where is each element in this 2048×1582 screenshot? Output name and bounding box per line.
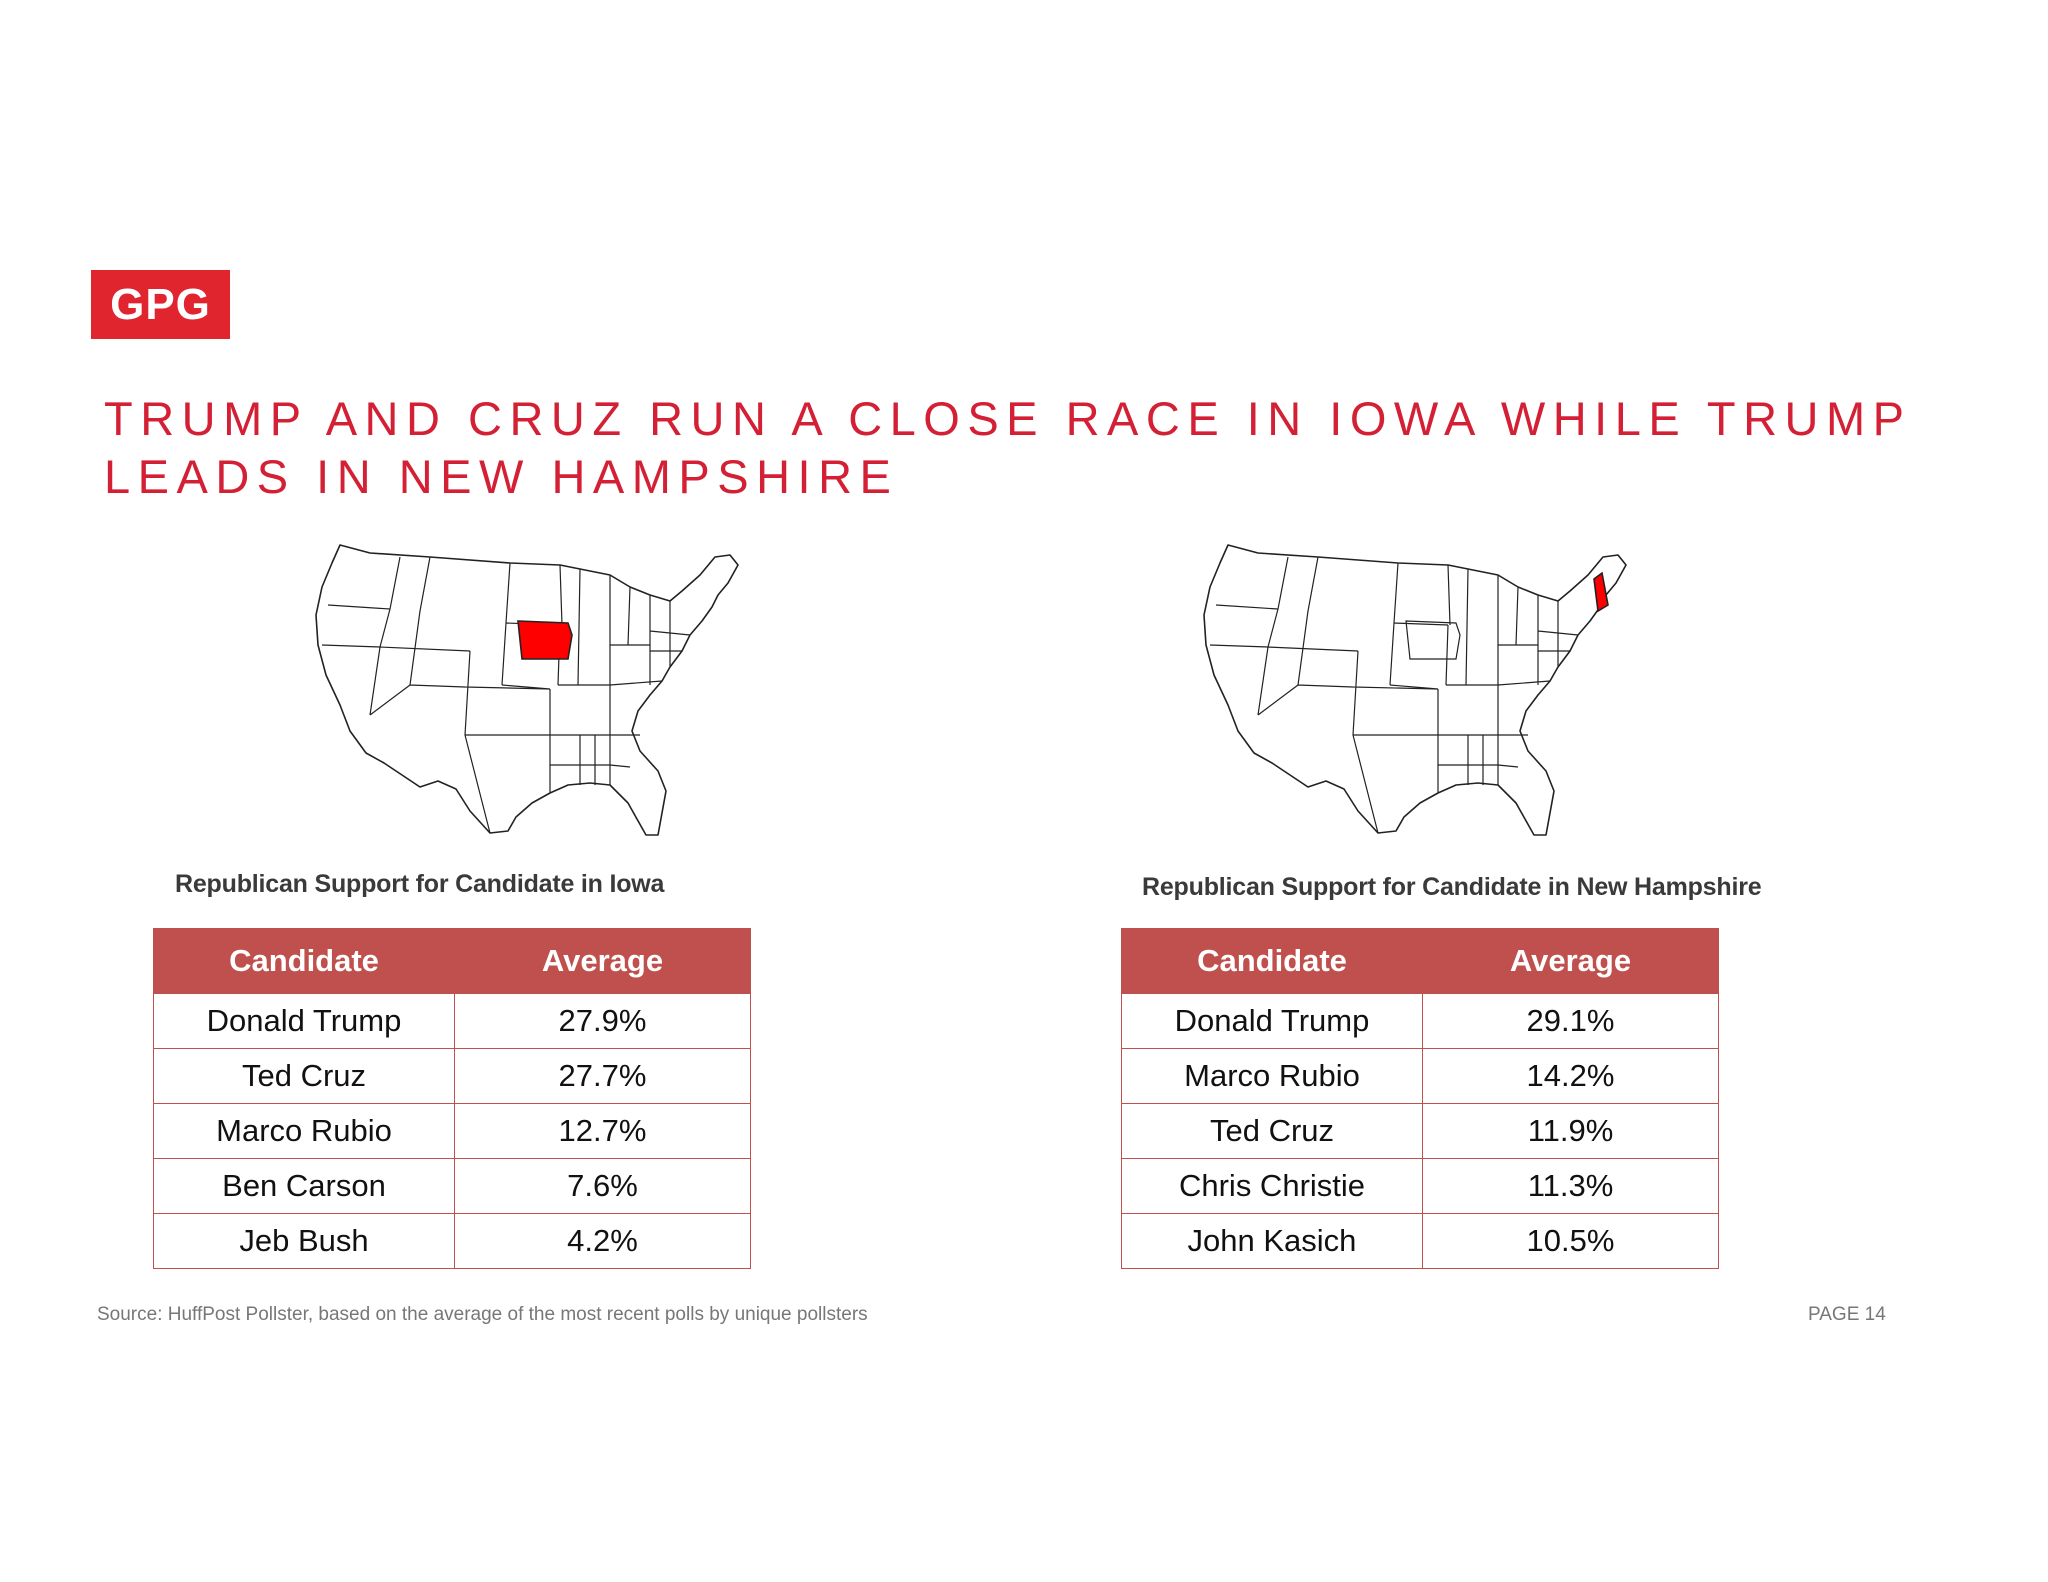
table-header-row: Candidate Average: [153, 928, 751, 994]
iowa-poll-table: Candidate Average Donald Trump 27.9% Ted …: [153, 928, 751, 1269]
average-cell: 11.3%: [1422, 1158, 1719, 1214]
table-row: Ted Cruz 11.9%: [1121, 1103, 1719, 1159]
header-average: Average: [454, 928, 751, 994]
us-map-iowa: [310, 535, 790, 845]
average-cell: 29.1%: [1422, 993, 1719, 1049]
header-average: Average: [1422, 928, 1719, 994]
iowa-highlight: [517, 620, 573, 660]
candidate-cell: Ted Cruz: [1121, 1103, 1423, 1159]
table-row: Jeb Bush 4.2%: [153, 1213, 751, 1269]
candidate-cell: Donald Trump: [153, 993, 455, 1049]
nh-table-caption: Republican Support for Candidate in New …: [1142, 873, 1762, 901]
nh-poll-table: Candidate Average Donald Trump 29.1% Marc…: [1121, 928, 1719, 1269]
candidate-cell: Ted Cruz: [153, 1048, 455, 1104]
average-cell: 11.9%: [1422, 1103, 1719, 1159]
table-header-row: Candidate Average: [1121, 928, 1719, 994]
us-map-new-hampshire: [1198, 535, 1678, 845]
average-cell: 7.6%: [454, 1158, 751, 1214]
candidate-cell: Marco Rubio: [153, 1103, 455, 1159]
title-line-2: LEADS IN NEW HAMPSHIRE: [104, 450, 899, 503]
table-row: Chris Christie 11.3%: [1121, 1158, 1719, 1214]
average-cell: 27.9%: [454, 993, 751, 1049]
page-title: TRUMP AND CRUZ RUN A CLOSE RACE IN IOWA …: [104, 390, 1904, 506]
average-cell: 12.7%: [454, 1103, 751, 1159]
table-row: Marco Rubio 14.2%: [1121, 1048, 1719, 1104]
iowa-table-caption: Republican Support for Candidate in Iowa: [175, 870, 665, 898]
table-row: John Kasich 10.5%: [1121, 1213, 1719, 1269]
average-cell: 27.7%: [454, 1048, 751, 1104]
title-line-1: TRUMP AND CRUZ RUN A CLOSE RACE IN IOWA …: [104, 392, 1912, 445]
new-hampshire-highlight: [1593, 571, 1609, 613]
header-candidate: Candidate: [153, 928, 455, 994]
us-map-nh-svg: [1203, 544, 1627, 836]
source-note: Source: HuffPost Pollster, based on the …: [97, 1304, 868, 1325]
us-outline: [1203, 544, 1627, 836]
table-row: Donald Trump 29.1%: [1121, 993, 1719, 1049]
table-row: Ted Cruz 27.7%: [153, 1048, 751, 1104]
average-cell: 10.5%: [1422, 1213, 1719, 1269]
candidate-cell: Chris Christie: [1121, 1158, 1423, 1214]
header-candidate: Candidate: [1121, 928, 1423, 994]
candidate-cell: John Kasich: [1121, 1213, 1423, 1269]
average-cell: 14.2%: [1422, 1048, 1719, 1104]
table-row: Marco Rubio 12.7%: [153, 1103, 751, 1159]
gpg-logo: GPG: [91, 270, 230, 339]
us-outline: [315, 544, 739, 836]
candidate-cell: Donald Trump: [1121, 993, 1423, 1049]
candidate-cell: Ben Carson: [153, 1158, 455, 1214]
page-number: PAGE 14: [1808, 1304, 1886, 1325]
us-map-iowa-svg: [315, 544, 739, 836]
average-cell: 4.2%: [454, 1213, 751, 1269]
candidate-cell: Marco Rubio: [1121, 1048, 1423, 1104]
candidate-cell: Jeb Bush: [153, 1213, 455, 1269]
table-row: Ben Carson 7.6%: [153, 1158, 751, 1214]
table-row: Donald Trump 27.9%: [153, 993, 751, 1049]
